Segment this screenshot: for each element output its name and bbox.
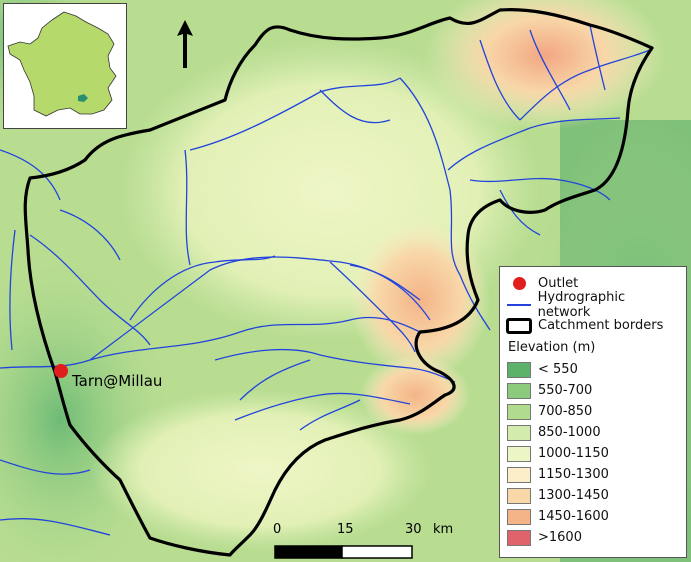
legend-elevation-class: 700-850 [506, 401, 680, 422]
scale-tick-15: 15 [337, 522, 354, 537]
legend-elevation-class: 1450-1600 [506, 506, 680, 527]
legend-elevation-class: 1150-1300 [506, 464, 680, 485]
legend-label: Catchment borders [538, 318, 664, 333]
legend-label: 550-700 [538, 383, 593, 398]
legend-item-outlet: Outlet [506, 273, 680, 294]
elevation-swatch [507, 487, 531, 504]
legend-item-hydrographic-network: Hydrographic network [506, 290, 680, 320]
north-arrow-icon [176, 20, 194, 74]
legend-elevation-class: 1000-1150 [506, 443, 680, 464]
legend-item-catchment-borders: Catchment borders [506, 315, 680, 336]
elevation-swatch [507, 445, 531, 462]
france-outline-icon [7, 11, 117, 117]
elevation-swatch [507, 403, 531, 420]
inset-map [3, 3, 127, 129]
outlet-label: Tarn@Millau [72, 372, 163, 390]
legend-elevation-class: 550-700 [506, 380, 680, 401]
legend-label: 700-850 [538, 404, 593, 419]
legend-label: Hydrographic network [537, 289, 626, 320]
map-legend: Outlet Hydrographic network Catchment bo… [499, 266, 687, 558]
legend-elevation-class: < 550 [506, 359, 680, 380]
elevation-swatch [507, 529, 531, 546]
scale-tick-0: 0 [273, 522, 282, 537]
legend-label: Outlet [538, 276, 579, 291]
elevation-swatch [507, 424, 531, 441]
elevation-swatch [507, 466, 531, 483]
legend-elevation-class: >1600 [506, 527, 680, 548]
border-box-icon [506, 317, 532, 334]
elevation-swatch [507, 508, 531, 525]
legend-elevation-class: 1300-1450 [506, 485, 680, 506]
legend-label: 850-1000 [538, 425, 601, 440]
scale-bar [274, 545, 413, 559]
legend-label: >1600 [538, 530, 582, 545]
legend-label: < 550 [538, 362, 578, 377]
elevation-swatch [507, 361, 531, 378]
legend-elevation-class: 850-1000 [506, 422, 680, 443]
outlet-dot-icon [512, 277, 526, 290]
legend-label: 1000-1150 [538, 446, 609, 461]
legend-label: 1450-1600 [538, 509, 609, 524]
legend-label: 1150-1300 [538, 467, 609, 482]
legend-label: 1300-1450 [538, 488, 609, 503]
elevation-classes: < 550 550-700 700-850 850-1000 1000-1150 1150… [506, 359, 680, 548]
scale-tick-30: 30 [405, 522, 422, 537]
river-line-icon [506, 303, 531, 306]
elevation-swatch [507, 382, 531, 399]
legend-elevation-title: Elevation (m) [508, 340, 596, 355]
catchment-border [23, 8, 654, 557]
scale-unit: km [433, 522, 454, 537]
